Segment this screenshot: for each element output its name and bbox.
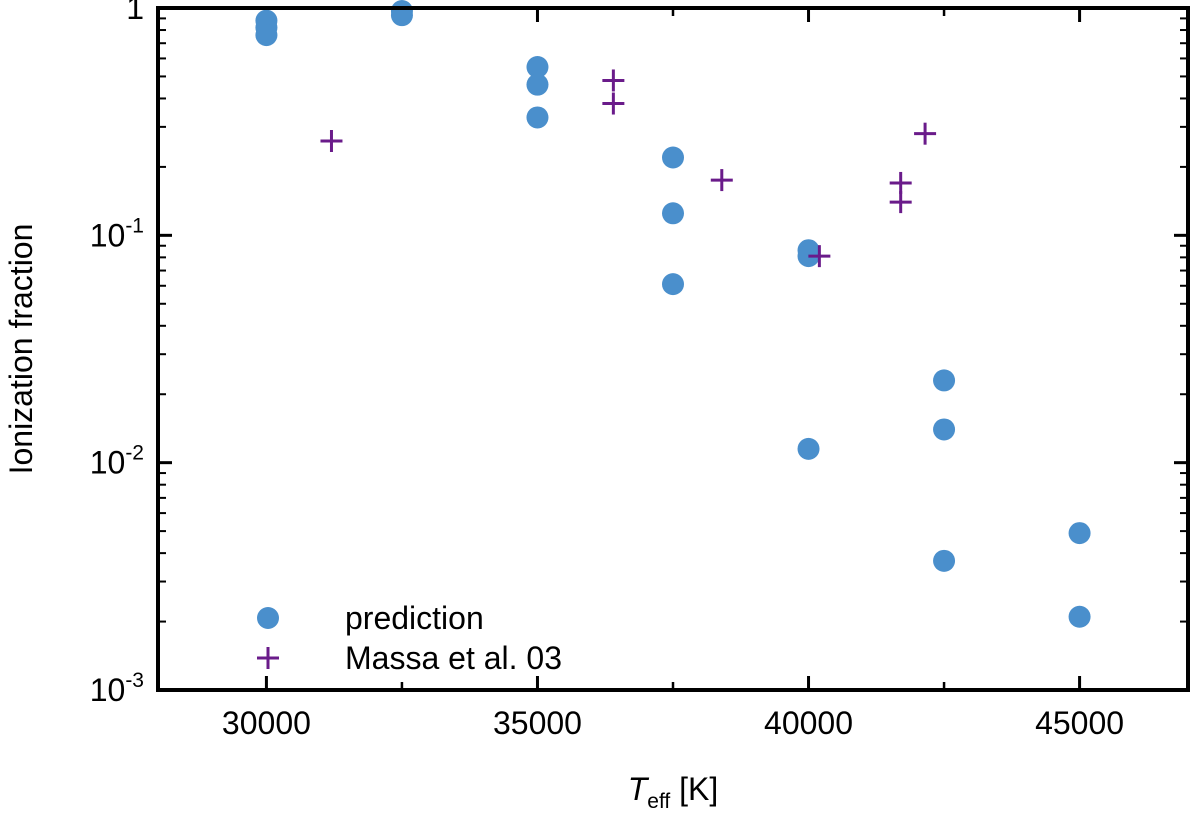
prediction-point: [933, 549, 956, 572]
prediction-point: [1068, 605, 1091, 628]
y-tick-label: 10-2: [90, 442, 144, 481]
massa-point: [889, 191, 912, 214]
x-axis-label-main: T: [628, 771, 650, 807]
legend-label: prediction: [345, 600, 484, 636]
prediction-point: [662, 146, 684, 169]
prediction-point: [662, 273, 684, 296]
legend-marker-massa: [257, 647, 279, 669]
points-layer: [255, 0, 1091, 628]
x-axis-label: Teff [K]: [628, 771, 719, 813]
legend-label: Massa et al. 03: [345, 640, 562, 676]
legend: prediction Massa et al. 03: [257, 600, 562, 676]
prediction-point: [526, 73, 549, 96]
x-axis-label-unit: [K]: [670, 771, 718, 807]
massa-point: [808, 245, 831, 268]
x-tick-label: 30000: [222, 705, 311, 741]
prediction-point: [1068, 522, 1091, 545]
prediction-point: [933, 418, 956, 441]
legend-marker-prediction: [257, 607, 279, 629]
massa-point: [602, 92, 625, 115]
x-axis-label-subscript: eff: [647, 790, 670, 813]
prediction-point: [526, 56, 549, 79]
x-tick-label: 40000: [764, 705, 853, 741]
x-tick-label: 35000: [493, 705, 582, 741]
massa-point: [914, 122, 937, 145]
y-tick-label: 1: [126, 0, 144, 26]
massa-point: [710, 169, 733, 192]
massa-point: [889, 171, 912, 194]
prediction-point: [526, 106, 549, 129]
prediction-point: [933, 369, 956, 392]
x-tick-label: 45000: [1035, 705, 1124, 741]
y-tick-label: 10-1: [90, 214, 144, 253]
y-tick-label: 10-3: [90, 669, 144, 708]
plot-frame: [156, 6, 1190, 692]
massa-point: [602, 69, 625, 92]
massa-point: [320, 129, 343, 152]
ticks-layer: [158, 6, 1188, 692]
labels-layer: 30000 35000 40000 45000 1 10-1 10-2 10-3: [90, 0, 1124, 741]
y-axis-label: Ionization fraction: [3, 224, 39, 475]
prediction-point: [662, 202, 684, 225]
prediction-point: [255, 24, 278, 47]
prediction-point: [797, 437, 820, 460]
